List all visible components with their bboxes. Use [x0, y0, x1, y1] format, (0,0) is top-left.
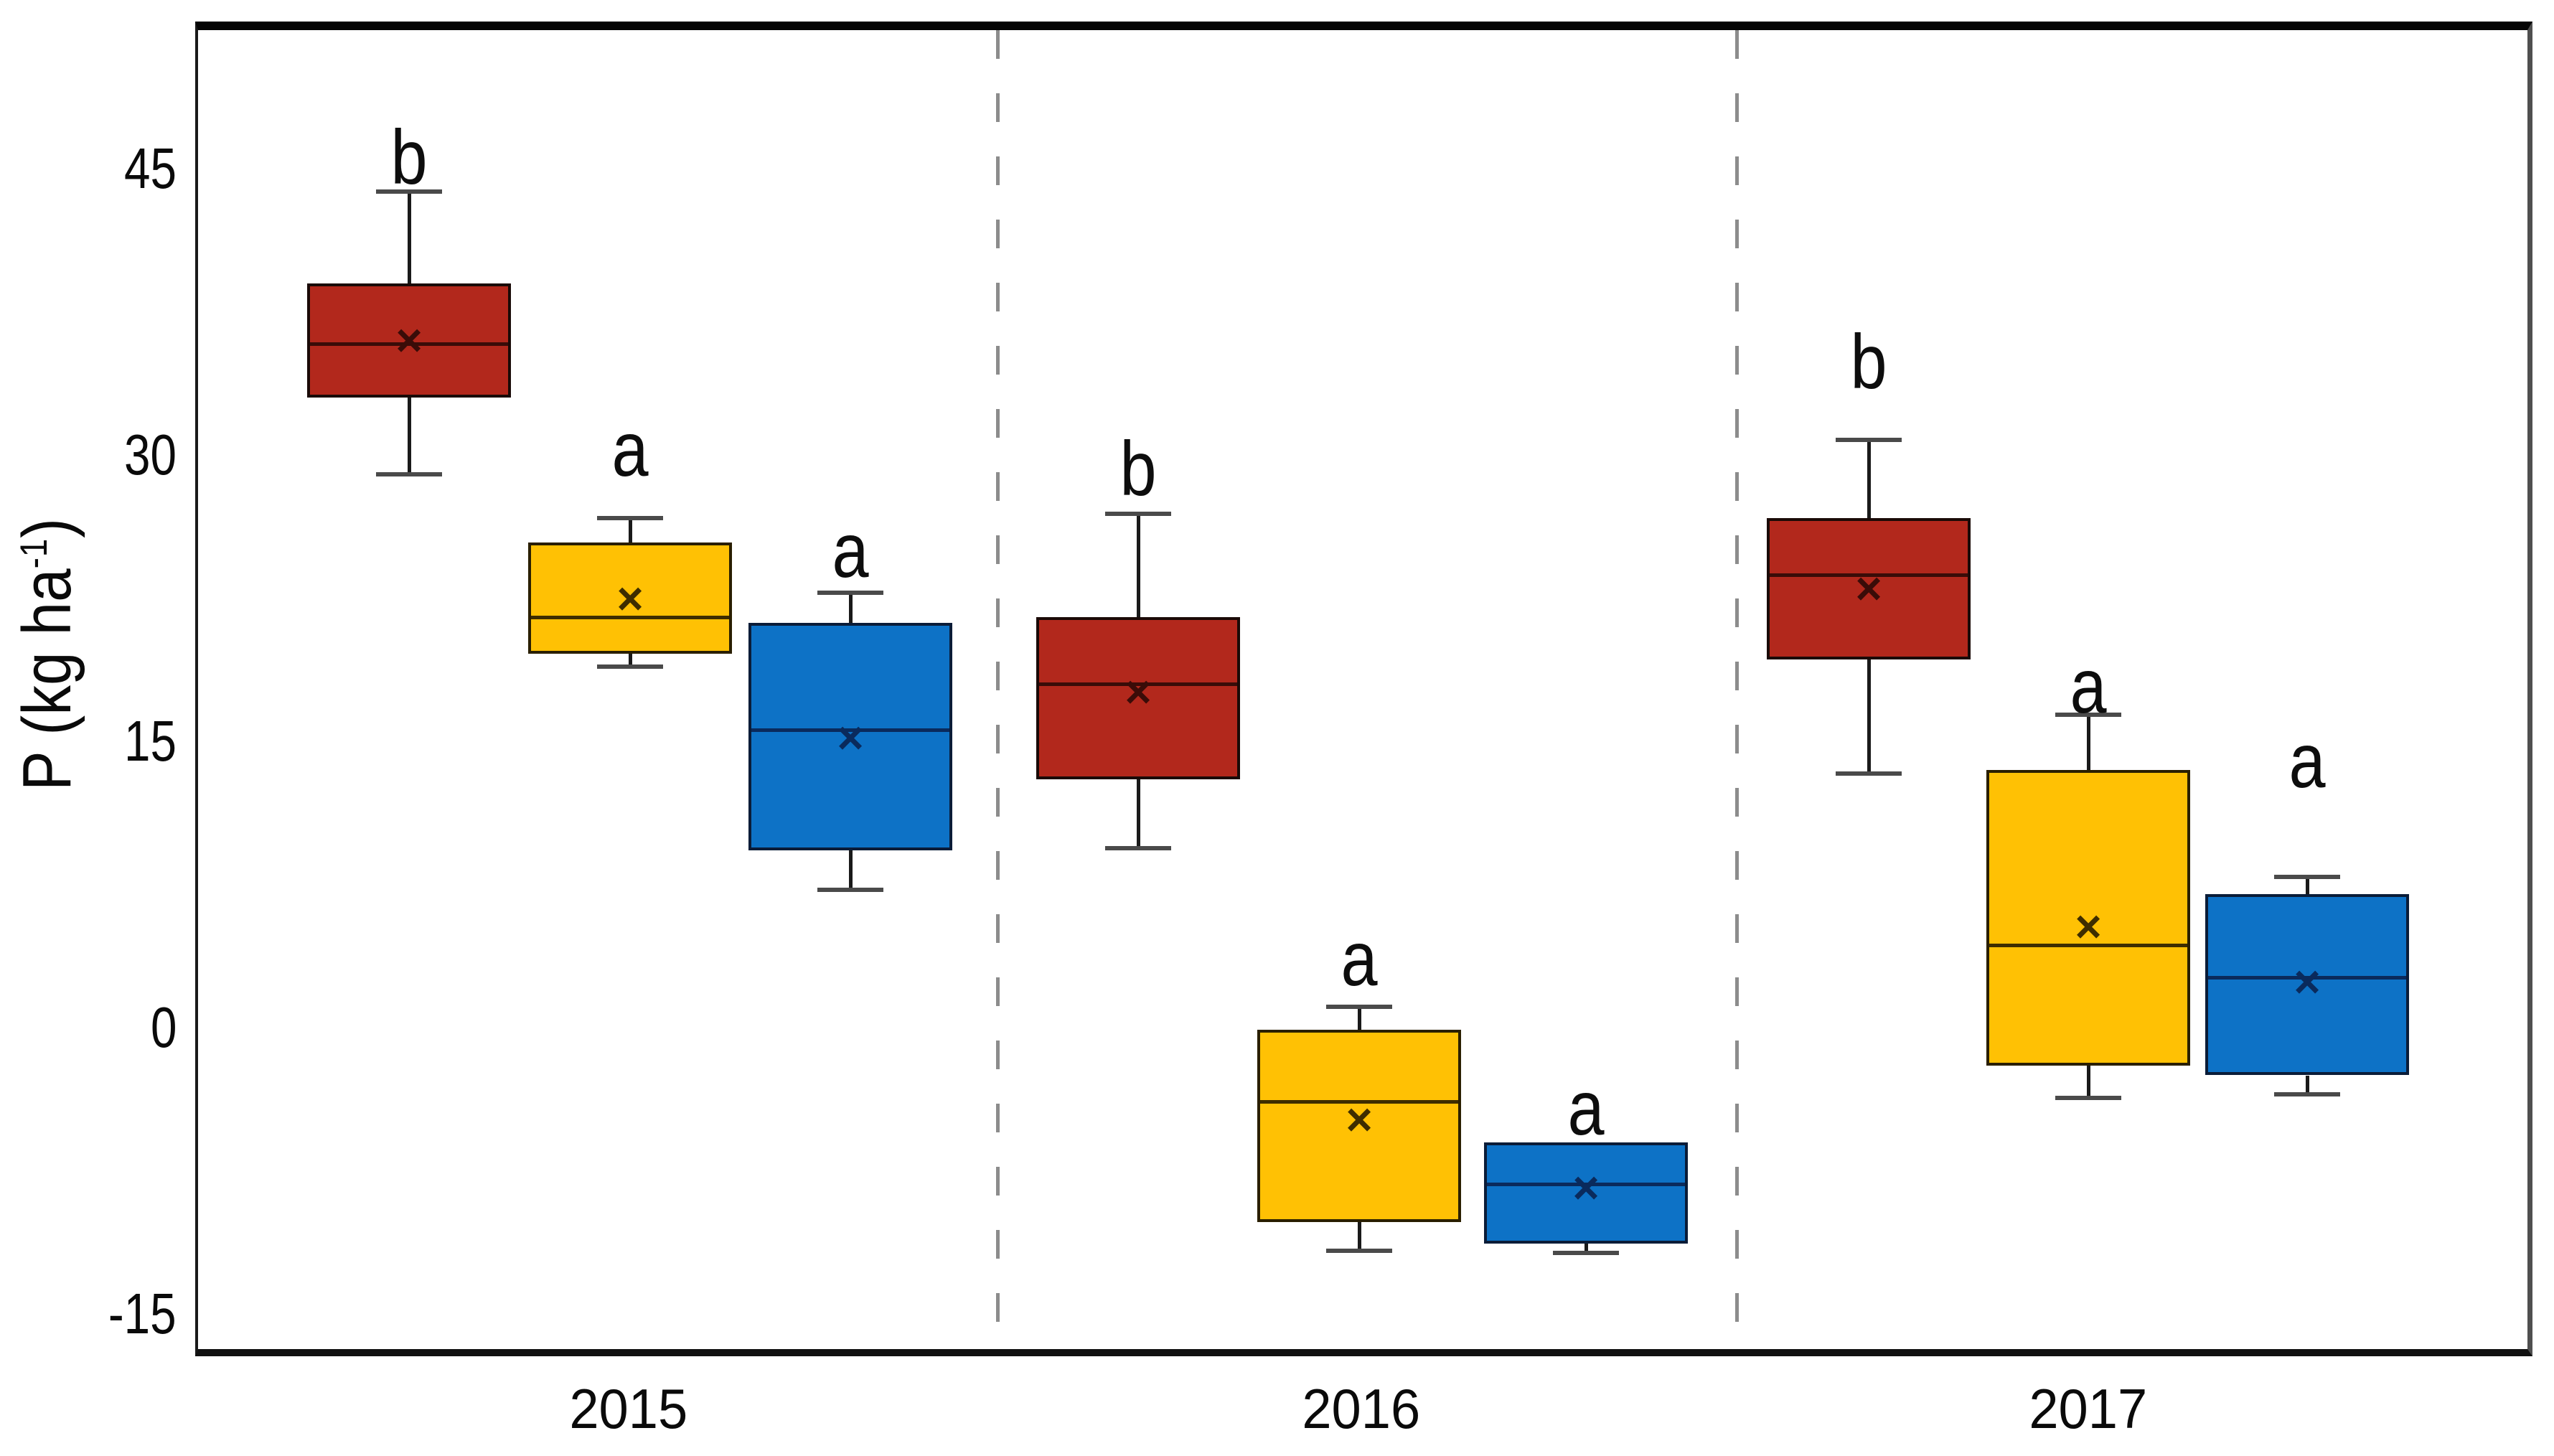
- y-title-suffix: ): [9, 518, 85, 538]
- y-tick-label--15: -15: [0, 1284, 177, 1344]
- whisker-top-cap-red-2015: [376, 189, 442, 194]
- significance-letter-yellow-2017: a: [2070, 642, 2107, 729]
- x-axis-label-2017: 2017: [1916, 1378, 2260, 1439]
- mean-marker-blue-2017: ×: [2294, 956, 2321, 1008]
- whisker-top-cap-yellow-2017: [2055, 712, 2121, 717]
- mean-marker-yellow-2015: ×: [616, 572, 644, 624]
- box-blue-2016: [1484, 1142, 1688, 1244]
- box-red-2016: [1036, 617, 1240, 780]
- y-tick-text: 30: [124, 423, 177, 487]
- y-tick-label-15: 15: [0, 711, 177, 771]
- box-red-2015: [307, 283, 511, 398]
- whisker-bottom-stem-blue-2015: [848, 850, 853, 891]
- whisker-bottom-cap-blue-2016: [1553, 1250, 1619, 1255]
- whisker-bottom-cap-yellow-2017: [2055, 1096, 2121, 1101]
- whisker-top-cap-yellow-2015: [597, 515, 663, 520]
- whisker-top-cap-red-2016: [1105, 512, 1171, 517]
- significance-letter-red-2015: b: [390, 113, 428, 201]
- plot-area-frame: [195, 22, 2532, 1356]
- x-axis-label-2016: 2016: [1189, 1378, 1534, 1439]
- whisker-top-stem-yellow-2017: [2086, 714, 2090, 770]
- mean-marker-yellow-2017: ×: [2075, 901, 2102, 953]
- mean-marker-red-2017: ×: [1855, 563, 1882, 615]
- whisker-top-stem-red-2015: [407, 191, 411, 283]
- whisker-bottom-stem-yellow-2016: [1357, 1222, 1361, 1251]
- x-axis-label-text: 2017: [2029, 1377, 2148, 1440]
- y-tick-text: 0: [150, 995, 177, 1059]
- whisker-bottom-cap-blue-2015: [817, 888, 883, 893]
- whisker-top-cap-blue-2017: [2274, 874, 2340, 879]
- whisker-top-stem-yellow-2015: [628, 517, 632, 543]
- whisker-bottom-cap-red-2016: [1105, 845, 1171, 850]
- median-line-yellow-2017: [1989, 944, 2187, 948]
- mean-marker-red-2016: ×: [1125, 665, 1152, 718]
- box-red-2017: [1767, 517, 1971, 659]
- median-line-blue-2015: [751, 728, 949, 732]
- significance-letter-yellow-2016: a: [1341, 915, 1378, 1002]
- significance-letter-red-2017: b: [1850, 317, 1887, 405]
- box-blue-2017: [2205, 893, 2409, 1076]
- significance-letter-blue-2016: a: [1567, 1063, 1605, 1151]
- box-blue-2015: [748, 623, 952, 850]
- y-tick-label-30: 30: [0, 425, 177, 485]
- whisker-bottom-cap-red-2017: [1836, 771, 1902, 776]
- x-axis-label-2015: 2015: [456, 1378, 801, 1439]
- mean-marker-blue-2016: ×: [1572, 1162, 1600, 1214]
- x-axis-label-text: 2015: [569, 1377, 688, 1440]
- y-tick-label-45: 45: [0, 138, 177, 199]
- mean-marker-yellow-2016: ×: [1346, 1093, 1373, 1145]
- y-tick-label-0: 0: [0, 997, 177, 1058]
- whisker-top-stem-yellow-2016: [1357, 1006, 1361, 1030]
- whisker-top-stem-red-2016: [1136, 514, 1140, 618]
- whisker-bottom-stem-red-2015: [407, 398, 411, 474]
- whisker-bottom-stem-red-2016: [1136, 779, 1140, 848]
- mean-marker-red-2015: ×: [395, 314, 423, 367]
- group-separator-dashed-line-2: [1735, 30, 1739, 1348]
- whisker-bottom-stem-red-2017: [1867, 659, 1871, 774]
- whisker-top-stem-blue-2017: [2305, 876, 2309, 894]
- whisker-bottom-stem-yellow-2017: [2086, 1066, 2090, 1099]
- significance-letter-red-2016: b: [1119, 424, 1157, 512]
- whisker-top-stem-blue-2015: [848, 592, 853, 624]
- whisker-bottom-cap-red-2015: [376, 471, 442, 476]
- y-tick-text: 45: [124, 136, 177, 200]
- median-line-yellow-2016: [1260, 1100, 1458, 1104]
- y-tick-text: 15: [124, 709, 177, 773]
- median-line-blue-2017: [2208, 976, 2406, 980]
- whisker-top-cap-blue-2015: [817, 590, 883, 595]
- median-line-blue-2016: [1487, 1182, 1685, 1186]
- box-yellow-2017: [1986, 769, 2190, 1066]
- y-tick-text: -15: [108, 1282, 177, 1345]
- whisker-top-stem-red-2017: [1867, 439, 1871, 518]
- whisker-bottom-cap-yellow-2016: [1326, 1249, 1392, 1254]
- median-line-red-2015: [310, 342, 508, 347]
- box-yellow-2015: [528, 543, 732, 654]
- mean-marker-blue-2015: ×: [837, 711, 864, 764]
- x-axis-label-text: 2016: [1302, 1377, 1421, 1440]
- whisker-bottom-stem-blue-2017: [2305, 1075, 2309, 1095]
- significance-letter-yellow-2015: a: [611, 405, 649, 493]
- whisker-bottom-cap-blue-2017: [2274, 1092, 2340, 1097]
- significance-letter-blue-2017: a: [2288, 716, 2326, 804]
- group-separator-dashed-line-1: [996, 30, 1000, 1348]
- median-line-yellow-2015: [531, 615, 729, 619]
- median-line-red-2016: [1039, 682, 1237, 686]
- whisker-top-cap-yellow-2016: [1326, 1004, 1392, 1009]
- whisker-bottom-cap-yellow-2015: [597, 664, 663, 670]
- whisker-top-cap-red-2017: [1836, 437, 1902, 442]
- box-yellow-2016: [1257, 1029, 1461, 1223]
- y-title-superscript: -1: [13, 537, 55, 569]
- whisker-bottom-stem-blue-2016: [1584, 1243, 1588, 1253]
- median-line-red-2017: [1770, 573, 1968, 578]
- whisker-bottom-stem-yellow-2015: [628, 653, 632, 667]
- significance-letter-blue-2015: a: [832, 507, 869, 593]
